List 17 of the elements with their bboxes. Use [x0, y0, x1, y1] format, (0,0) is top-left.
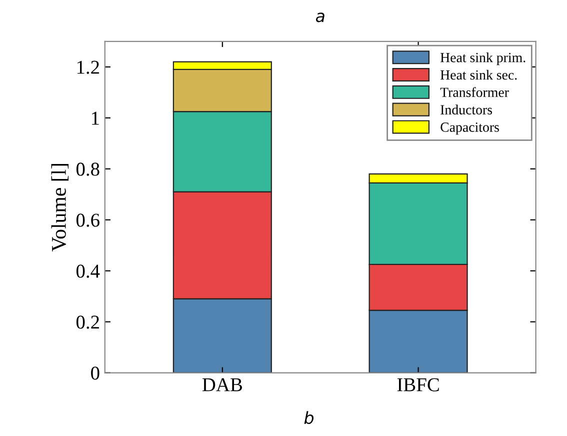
y-tick-label: 0.6 — [76, 214, 100, 227]
legend-label: Capacitors — [440, 122, 499, 135]
x-tick-label: DAB — [202, 378, 242, 392]
legend-label: Heat sink prim. — [440, 52, 526, 66]
legend-label: Inductors — [440, 104, 492, 114]
y-tick-label: 0.8 — [76, 162, 100, 176]
y-tick-label: 0.4 — [76, 264, 100, 278]
y-tick-label: 0.2 — [76, 316, 99, 329]
chart-title: a — [316, 12, 324, 22]
y-axis-title: Volume [l] — [51, 164, 69, 252]
x-tick-label: IBFC — [397, 378, 439, 392]
legend-label: Heat sink sec. — [440, 70, 517, 80]
legend-label: Transformer — [440, 87, 509, 98]
y-tick-label: 0 — [91, 366, 100, 380]
y-tick-label: 1 — [92, 112, 99, 125]
y-tick-label: 1.2 — [77, 60, 99, 74]
text: b — [304, 411, 314, 424]
